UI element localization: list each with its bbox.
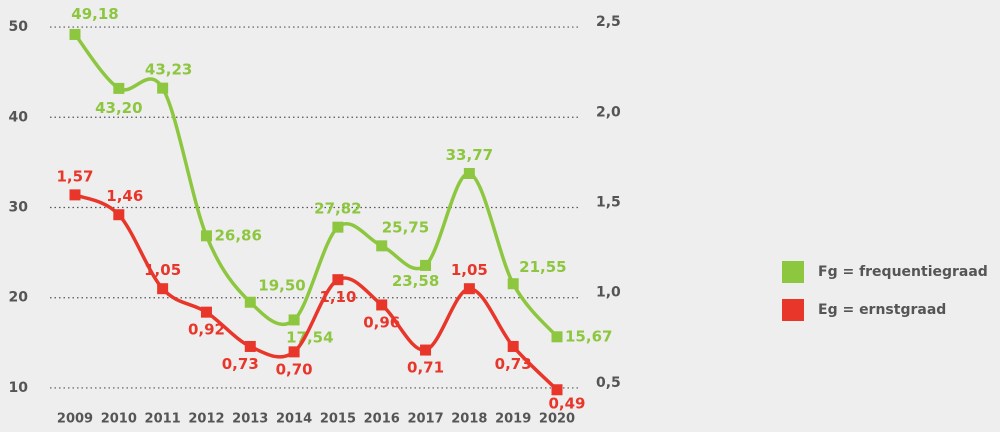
point-marker xyxy=(376,240,388,252)
point-marker xyxy=(376,299,388,311)
x-tick-label: 2019 xyxy=(495,412,531,427)
point-marker xyxy=(157,283,169,295)
x-tick-label: 2012 xyxy=(188,412,224,427)
data-label: 0,71 xyxy=(407,359,444,377)
data-label: 0,96 xyxy=(363,313,400,331)
x-tick-label: 2009 xyxy=(57,412,93,427)
data-label: 1,05 xyxy=(144,261,181,279)
data-label: 0,49 xyxy=(548,394,585,412)
y2-tick-label: 0,5 xyxy=(596,375,621,391)
point-marker xyxy=(288,346,300,358)
data-label: 0,73 xyxy=(222,355,259,373)
data-label: 49,18 xyxy=(71,5,118,23)
y-tick-label: 50 xyxy=(9,19,29,35)
data-label: 1,57 xyxy=(56,167,93,185)
x-tick-label: 2010 xyxy=(101,412,137,427)
data-label: 33,77 xyxy=(446,146,493,164)
data-label: 43,23 xyxy=(145,61,192,79)
y-tick-label: 40 xyxy=(9,109,29,125)
x-tick-label: 2020 xyxy=(539,412,575,427)
x-tick-label: 2018 xyxy=(451,412,487,427)
legend-label: Fg = frequentiegraad xyxy=(818,264,988,280)
y2-tick-label: 2,5 xyxy=(596,14,621,30)
point-marker xyxy=(157,82,169,94)
data-label: 1,46 xyxy=(106,187,143,205)
x-tick-label: 2017 xyxy=(407,412,443,427)
series-line xyxy=(74,193,559,392)
point-marker xyxy=(244,296,256,308)
point-marker xyxy=(463,167,475,179)
point-marker xyxy=(420,344,432,356)
y2-tick-label: 2,0 xyxy=(596,104,621,120)
data-label: 15,67 xyxy=(565,327,612,345)
point-marker xyxy=(551,384,563,396)
y-tick-label: 30 xyxy=(9,200,29,216)
data-label: 0,70 xyxy=(276,360,313,378)
point-marker xyxy=(200,306,212,318)
data-label: 1,10 xyxy=(319,288,356,306)
x-tick-label: 2014 xyxy=(276,412,312,427)
point-marker xyxy=(113,82,125,94)
data-label: 23,58 xyxy=(392,272,439,290)
data-label: 0,73 xyxy=(495,355,532,373)
point-marker xyxy=(332,221,344,233)
point-marker xyxy=(69,189,81,201)
y-tick-label: 20 xyxy=(9,290,29,306)
x-tick-label: 2016 xyxy=(364,412,400,427)
data-label: 17,54 xyxy=(286,328,333,346)
legend-label: Eg = ernstgraad xyxy=(818,302,946,318)
y2-tick-label: 1,5 xyxy=(596,195,621,211)
series-line xyxy=(73,33,559,338)
point-marker xyxy=(332,274,344,286)
point-marker xyxy=(463,283,475,295)
x-tick-label: 2011 xyxy=(145,412,181,427)
x-tick-label: 2015 xyxy=(320,412,356,427)
point-marker xyxy=(420,259,432,271)
data-label: 0,92 xyxy=(188,321,225,339)
legend-swatch xyxy=(782,299,804,321)
data-label: 26,86 xyxy=(214,226,261,244)
point-marker xyxy=(288,314,300,326)
data-label: 43,20 xyxy=(95,99,142,117)
data-label: 21,55 xyxy=(519,258,566,276)
x-tick-label: 2013 xyxy=(232,412,268,427)
data-label: 25,75 xyxy=(382,218,429,236)
point-marker xyxy=(244,340,256,352)
y-tick-label: 10 xyxy=(9,380,29,396)
point-marker xyxy=(551,331,563,343)
point-marker xyxy=(507,340,519,352)
data-label: 1,05 xyxy=(451,261,488,279)
point-marker xyxy=(113,209,125,221)
point-marker xyxy=(69,28,81,40)
y2-tick-label: 1,0 xyxy=(596,285,621,301)
data-label: 27,82 xyxy=(314,200,361,218)
legend-swatch xyxy=(782,261,804,283)
point-marker xyxy=(507,278,519,290)
point-marker xyxy=(200,230,212,242)
data-label: 19,50 xyxy=(258,277,305,295)
